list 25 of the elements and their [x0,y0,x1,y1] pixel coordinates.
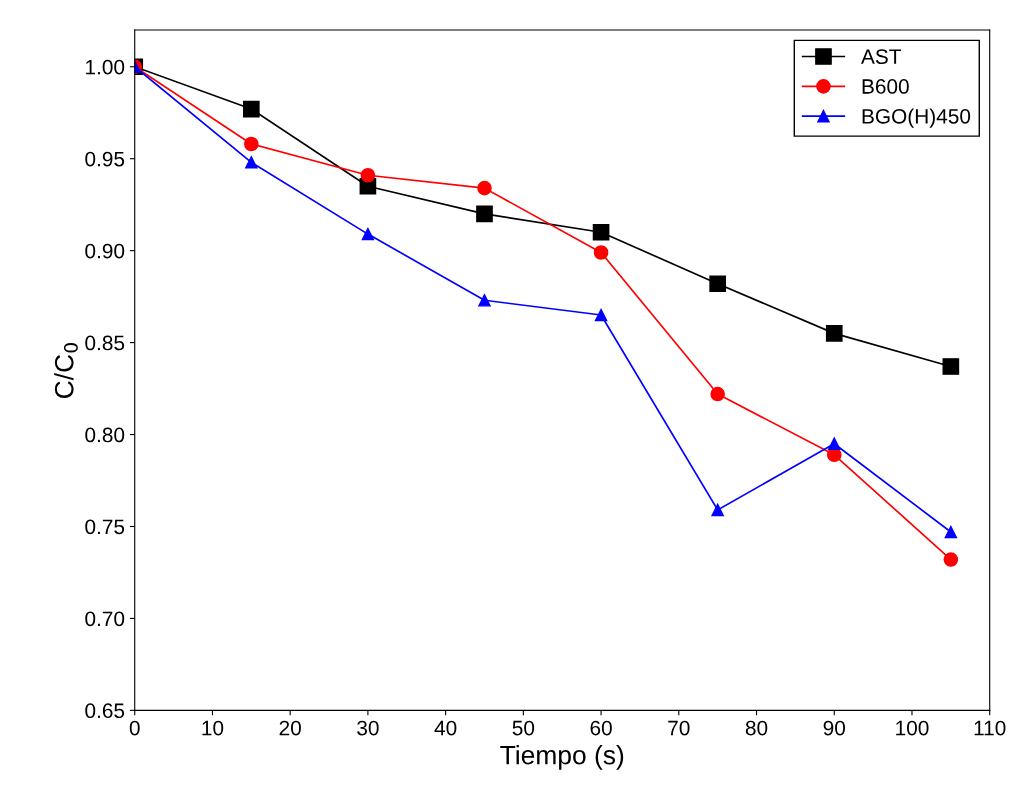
x-tick-label: 40 [434,720,457,736]
y-tick-label: 0.75 [85,519,125,535]
x-tick-label: 100 [896,720,929,736]
x-tick-label: 90 [823,720,846,736]
x-tick-label: 10 [202,720,224,736]
y-tick-label: 0.70 [85,611,125,627]
legend-label: BGO(H)450 [862,108,971,128]
y-tick-label: 0.95 [85,151,125,167]
x-tick-label: 30 [357,720,379,736]
y-tick-label: 0.80 [85,427,125,443]
x-tick-label: 20 [279,720,301,736]
x-tick-label: 110 [974,720,1006,736]
x-tick-label: 80 [745,720,768,736]
x-tick-label: 60 [590,720,612,736]
y-tick-label: 0.90 [85,243,125,259]
y-tick-label: 0.65 [85,703,125,719]
y-tick-label: 1.00 [86,59,125,75]
y-axis-title: C/C$_{0}$ [54,343,78,398]
legend-label: B600 [862,79,909,94]
x-axis-title: Tiempo (s) [500,745,624,770]
x-tick-label: 50 [512,720,535,736]
x-tick-label: 70 [668,720,690,736]
legend-label: AST [861,49,902,65]
y-tick-label: 0.85 [85,335,125,351]
x-tick-label: 0 [129,720,140,736]
